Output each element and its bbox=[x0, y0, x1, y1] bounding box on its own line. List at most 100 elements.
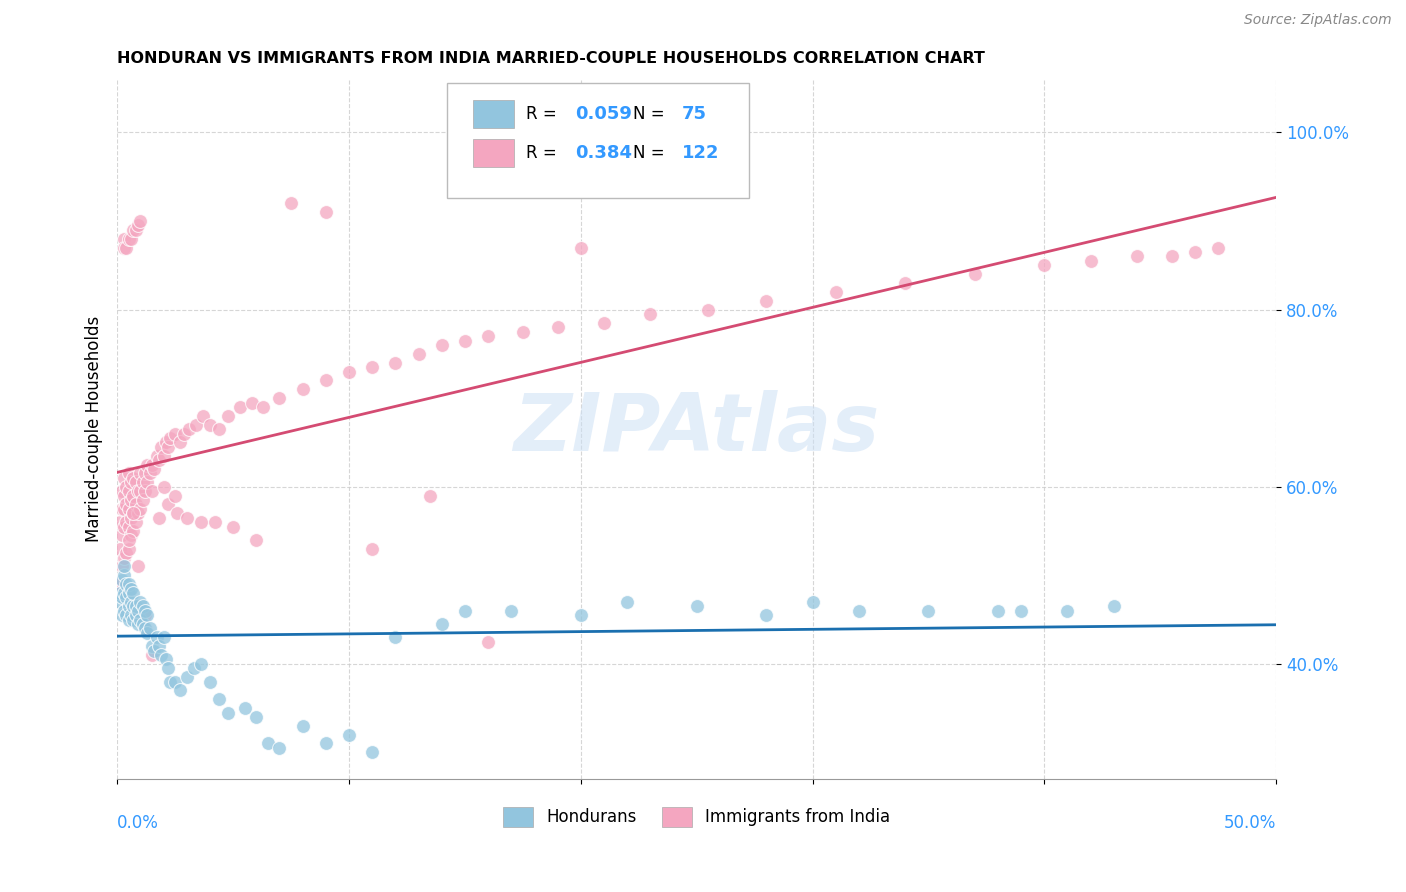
Point bbox=[115, 480, 138, 494]
Point bbox=[157, 661, 180, 675]
Point bbox=[1080, 253, 1102, 268]
Point bbox=[384, 630, 406, 644]
Point bbox=[118, 232, 141, 246]
Point bbox=[755, 293, 778, 308]
Point bbox=[112, 550, 135, 565]
Point bbox=[127, 559, 149, 574]
Point bbox=[337, 728, 360, 742]
Point bbox=[136, 458, 159, 472]
Legend: Hondurans, Immigrants from India: Hondurans, Immigrants from India bbox=[496, 800, 897, 833]
Point bbox=[152, 480, 174, 494]
Point bbox=[150, 648, 173, 662]
Point bbox=[917, 604, 939, 618]
Point bbox=[108, 577, 131, 591]
Point bbox=[118, 599, 141, 614]
FancyBboxPatch shape bbox=[447, 83, 749, 198]
Point bbox=[120, 232, 142, 246]
Point bbox=[112, 519, 135, 533]
Point bbox=[159, 674, 181, 689]
Point bbox=[165, 426, 187, 441]
Point bbox=[134, 621, 156, 635]
Point bbox=[120, 528, 142, 542]
Point bbox=[501, 604, 523, 618]
Point bbox=[252, 400, 274, 414]
Point bbox=[141, 458, 163, 472]
Point bbox=[157, 497, 180, 511]
Point bbox=[217, 706, 239, 720]
Point bbox=[122, 489, 145, 503]
Point bbox=[824, 285, 846, 299]
Point bbox=[111, 484, 134, 499]
Point bbox=[118, 586, 141, 600]
Point bbox=[129, 613, 152, 627]
Point bbox=[108, 541, 131, 556]
Point bbox=[112, 559, 135, 574]
Point bbox=[125, 515, 148, 529]
Text: 0.059: 0.059 bbox=[575, 104, 631, 122]
Point bbox=[148, 510, 170, 524]
Point bbox=[111, 559, 134, 574]
Point bbox=[269, 740, 291, 755]
Point bbox=[148, 453, 170, 467]
Point bbox=[136, 608, 159, 623]
Point bbox=[127, 506, 149, 520]
Point bbox=[122, 506, 145, 520]
Point bbox=[198, 417, 221, 432]
Point bbox=[120, 595, 142, 609]
Point bbox=[894, 276, 917, 290]
Point bbox=[1126, 250, 1149, 264]
Point bbox=[118, 484, 141, 499]
Point bbox=[125, 223, 148, 237]
Point bbox=[118, 613, 141, 627]
Point bbox=[118, 577, 141, 591]
Point bbox=[111, 608, 134, 623]
Point bbox=[129, 214, 152, 228]
Point bbox=[131, 616, 153, 631]
Point bbox=[184, 417, 207, 432]
Point bbox=[245, 533, 267, 547]
Point bbox=[173, 426, 195, 441]
Point bbox=[755, 608, 778, 623]
Point bbox=[337, 365, 360, 379]
Point bbox=[183, 661, 205, 675]
Point bbox=[569, 241, 592, 255]
Point bbox=[111, 501, 134, 516]
Point bbox=[136, 475, 159, 490]
Text: 50.0%: 50.0% bbox=[1223, 814, 1277, 831]
Text: ZIPAtlas: ZIPAtlas bbox=[513, 390, 880, 468]
Point bbox=[129, 501, 152, 516]
Text: HONDURAN VS IMMIGRANTS FROM INDIA MARRIED-COUPLE HOUSEHOLDS CORRELATION CHART: HONDURAN VS IMMIGRANTS FROM INDIA MARRIE… bbox=[117, 51, 986, 66]
Point bbox=[108, 515, 131, 529]
Point bbox=[361, 541, 384, 556]
Point bbox=[122, 599, 145, 614]
Point bbox=[190, 657, 212, 671]
Point bbox=[111, 573, 134, 587]
Point bbox=[127, 616, 149, 631]
Point bbox=[134, 484, 156, 499]
Point bbox=[165, 489, 187, 503]
Point bbox=[361, 745, 384, 759]
Point bbox=[315, 205, 337, 219]
Point bbox=[118, 533, 141, 547]
Point bbox=[112, 489, 135, 503]
Point bbox=[204, 515, 226, 529]
Point bbox=[118, 519, 141, 533]
Point bbox=[640, 307, 662, 321]
Point bbox=[112, 501, 135, 516]
Point bbox=[315, 373, 337, 387]
Point bbox=[157, 440, 180, 454]
Point bbox=[134, 467, 156, 481]
Point bbox=[145, 630, 167, 644]
Point bbox=[120, 582, 142, 596]
Text: N =: N = bbox=[633, 144, 669, 161]
Point bbox=[122, 471, 145, 485]
Point bbox=[129, 467, 152, 481]
Point bbox=[125, 608, 148, 623]
Point bbox=[115, 546, 138, 560]
Point bbox=[801, 595, 824, 609]
Point bbox=[118, 541, 141, 556]
Point bbox=[150, 440, 173, 454]
Point bbox=[198, 674, 221, 689]
Point bbox=[697, 302, 720, 317]
Point bbox=[208, 692, 231, 706]
